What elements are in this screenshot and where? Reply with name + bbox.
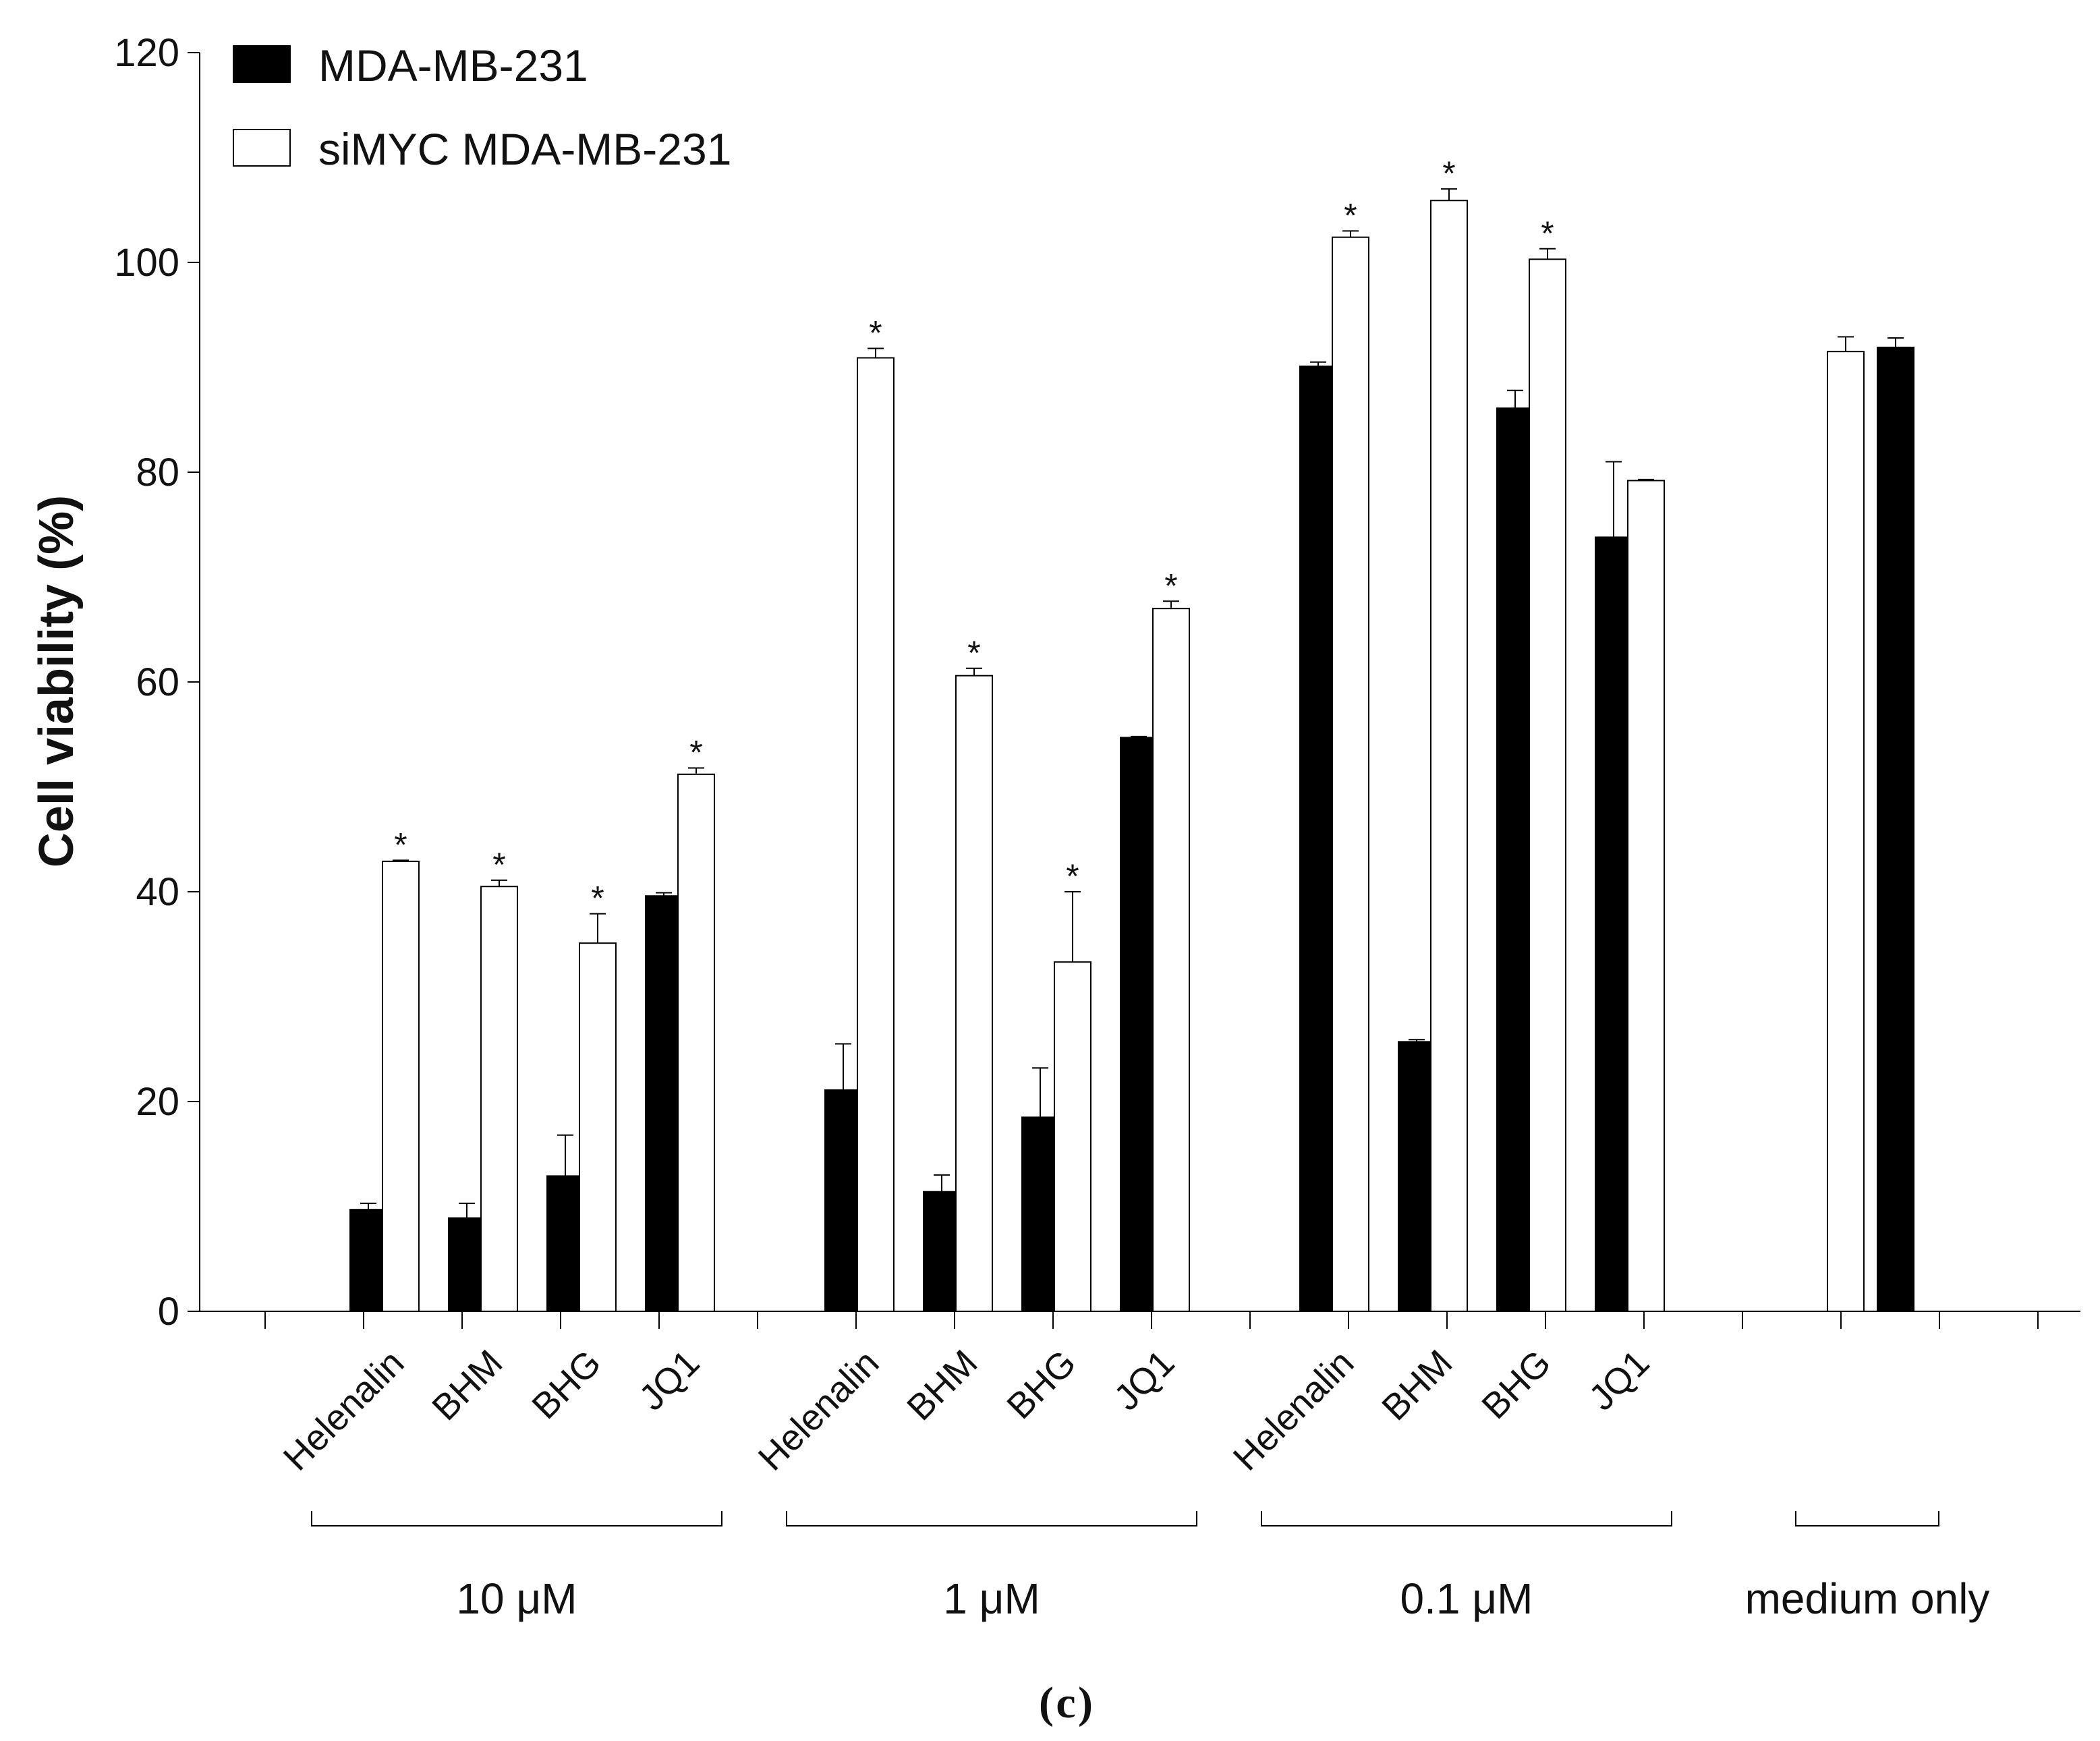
category-label-helenalin: Helenalin (276, 1342, 412, 1479)
bar-simyc-mda-mb-231 (1627, 480, 1665, 1313)
bar-mda-mb-231 (1120, 737, 1158, 1313)
category-label-bhg: BHG (999, 1342, 1083, 1427)
y-tick-label: 20 (136, 1080, 179, 1124)
legend-swatch (233, 129, 291, 167)
significance-marker: * (591, 880, 604, 917)
bar-mda-mb-231 (824, 1089, 862, 1313)
bar-simyc-mda-mb-231 (1152, 608, 1190, 1312)
bar-mda-mb-231 (923, 1191, 961, 1312)
y-tick-label: 120 (114, 31, 179, 75)
category-label-bhg: BHG (1474, 1342, 1558, 1427)
bar-mda-mb-231 (1398, 1041, 1436, 1312)
legend-label: siMYC MDA-MB-231 (318, 124, 731, 174)
legend-label: MDA-MB-231 (318, 40, 588, 90)
y-tick-label: 0 (158, 1290, 179, 1334)
y-tick-label: 80 (136, 451, 179, 494)
panel-label-letter: c (1056, 1678, 1075, 1728)
bar-simyc-mda-mb-231 (955, 675, 993, 1312)
y-tick-label: 40 (136, 870, 179, 914)
bar-simyc-mda-mb-231 (1332, 236, 1369, 1312)
y-tick-label: 60 (136, 660, 179, 704)
group-bracket (786, 1511, 1197, 1526)
bar-simyc-mda-mb-231 (579, 942, 617, 1312)
category-label-jq1: JQ1 (631, 1342, 707, 1418)
bar-mda-mb-231 (546, 1175, 584, 1313)
bar-mda-mb-231 (1595, 536, 1633, 1312)
bar-simyc-mda-mb-231 (1827, 351, 1865, 1312)
bar-simyc-mda-mb-231 (1529, 258, 1566, 1313)
bar-simyc-mda-mb-231 (677, 773, 715, 1312)
bar-mda-mb-231 (1496, 407, 1534, 1312)
significance-marker: * (1066, 857, 1079, 895)
bar-simyc-mda-mb-231 (1430, 200, 1468, 1312)
group-bracket (1261, 1511, 1672, 1526)
group-label: 10 μM (456, 1574, 577, 1623)
category-label-bhm: BHM (1374, 1342, 1460, 1428)
significance-marker: * (1344, 196, 1357, 234)
significance-marker: * (967, 634, 980, 672)
group-label: 1 μM (943, 1574, 1040, 1623)
bar-simyc-mda-mb-231 (480, 886, 518, 1312)
significance-marker: * (394, 826, 407, 863)
legend: MDA-MB-231 siMYC MDA-MB-231 (233, 40, 731, 174)
group-label: 0.1 μM (1400, 1574, 1533, 1623)
category-label-jq1: JQ1 (1581, 1342, 1657, 1418)
significance-marker: * (869, 314, 882, 352)
category-label-jq1: JQ1 (1106, 1342, 1182, 1418)
bar-mda-mb-231 (1299, 365, 1337, 1313)
significance-marker: * (689, 734, 702, 772)
bar-mda-mb-231 (1021, 1116, 1059, 1312)
bar-mda-mb-231 (1877, 346, 1914, 1313)
y-axis-label: Cell viability (%) (30, 495, 84, 867)
panel-label-close: ) (1078, 1678, 1093, 1728)
bar-simyc-mda-mb-231 (382, 860, 420, 1312)
significance-marker: * (1164, 567, 1177, 604)
bar-mda-mb-231 (349, 1209, 387, 1313)
significance-marker: * (1442, 154, 1455, 192)
axes: 0 20 40 60 80 100 120 (114, 31, 2080, 1334)
bar-simyc-mda-mb-231 (857, 357, 895, 1312)
bar-simyc-mda-mb-231 (1054, 961, 1091, 1313)
category-label-bhm: BHM (899, 1342, 985, 1428)
panel-label: ( c ) (1039, 1678, 1093, 1728)
bars (349, 200, 1914, 1313)
bar-mda-mb-231 (645, 895, 683, 1312)
panel-label-open: ( (1039, 1678, 1054, 1728)
group-bracket (1795, 1511, 1939, 1526)
legend-swatch (233, 45, 291, 83)
y-tick-label: 100 (114, 241, 179, 285)
category-label-helenalin: Helenalin (1226, 1342, 1362, 1479)
category-label-helenalin: Helenalin (751, 1342, 887, 1479)
significance-marker: * (492, 846, 505, 884)
error-bars (360, 188, 1904, 1218)
significance-marker: * (1541, 215, 1554, 252)
bar-mda-mb-231 (448, 1217, 486, 1312)
group-bracket (311, 1511, 722, 1526)
group-label: medium only (1745, 1574, 1990, 1623)
category-label-bhg: BHG (524, 1342, 608, 1427)
category-label-bhm: BHM (424, 1342, 510, 1428)
